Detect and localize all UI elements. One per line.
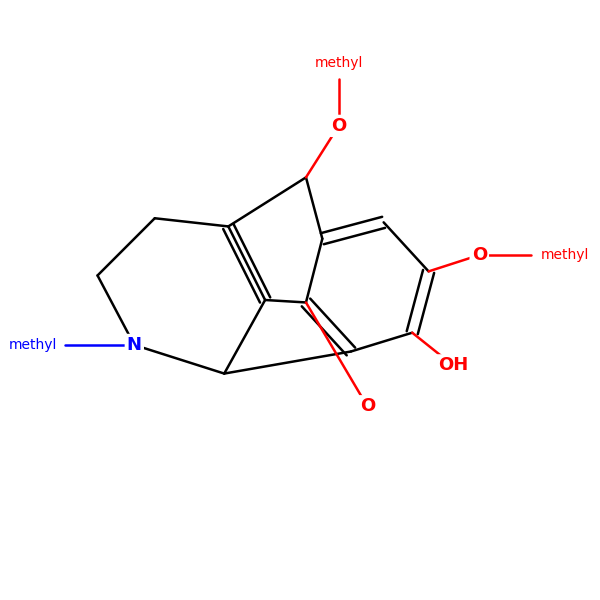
Text: N: N (127, 336, 142, 354)
Text: O: O (472, 246, 487, 264)
Text: O: O (331, 117, 346, 135)
Text: OH: OH (438, 356, 468, 374)
Text: methyl: methyl (8, 338, 56, 352)
Text: methyl: methyl (314, 56, 363, 70)
Text: O: O (359, 397, 375, 415)
Text: methyl: methyl (541, 248, 589, 262)
